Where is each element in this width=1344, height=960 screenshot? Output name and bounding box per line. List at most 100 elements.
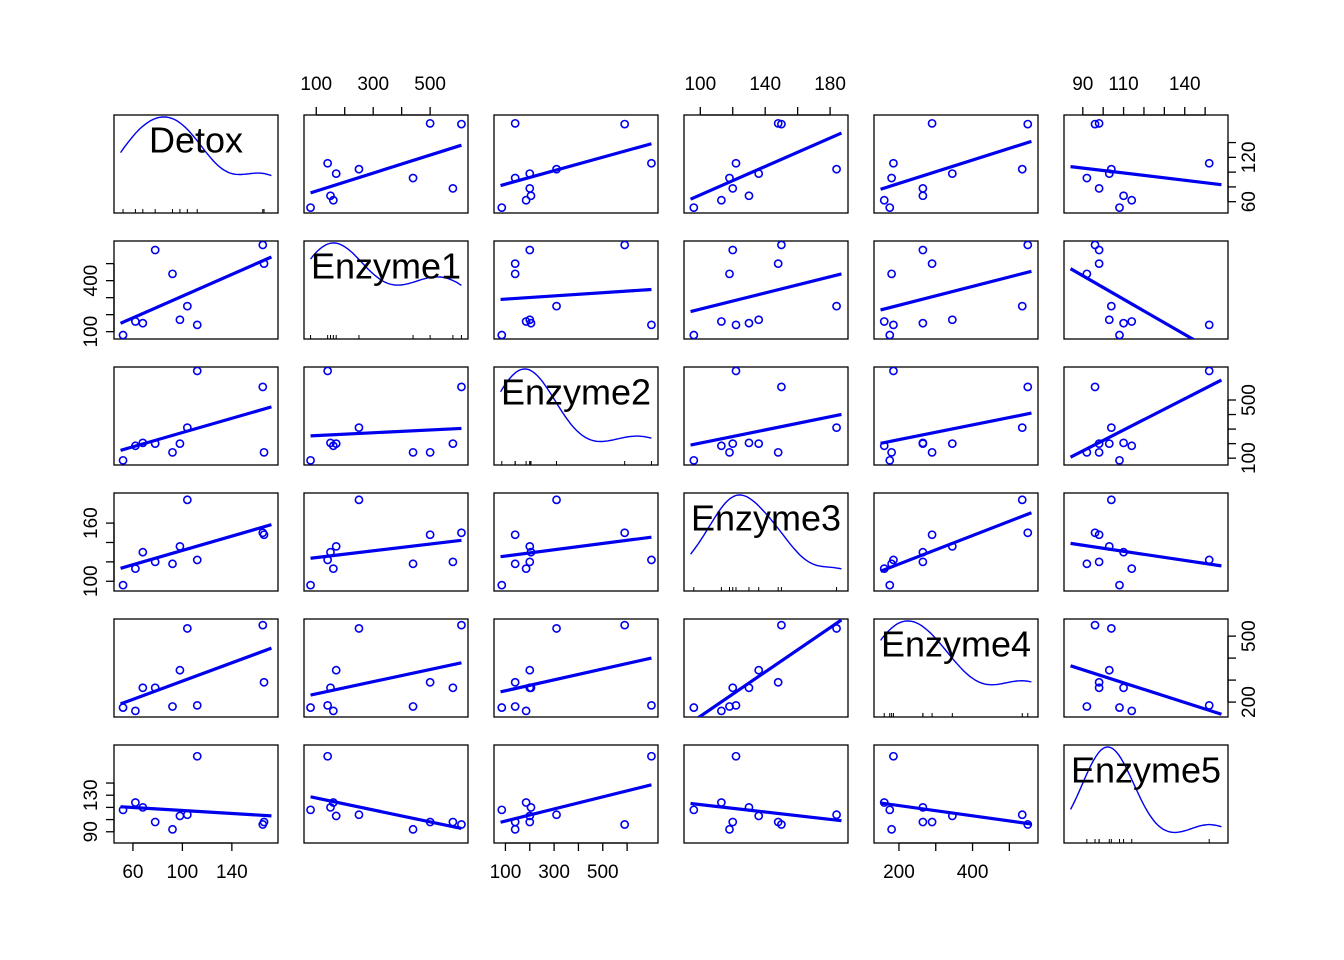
data-point [689, 203, 699, 213]
fit-line [1069, 378, 1223, 459]
tick-label: 300 [357, 74, 389, 95]
panel-Enzyme5-Enzyme5: Enzyme5 [1063, 744, 1229, 844]
panel-Enzyme5-Detox [113, 744, 279, 844]
data-point [175, 315, 185, 325]
panel-Enzyme3-Detox [113, 492, 279, 592]
data-point [754, 811, 764, 821]
panel-frame [303, 366, 469, 466]
data-point [131, 798, 140, 807]
data-point [744, 683, 754, 693]
panel-frame [303, 618, 469, 718]
data-point [947, 541, 957, 551]
data-point [754, 665, 764, 675]
data-point [497, 203, 507, 213]
data-point [331, 665, 341, 675]
data-point [175, 665, 185, 675]
data-point [744, 318, 754, 328]
tick-label: 130 [81, 779, 102, 811]
data-point [525, 541, 535, 551]
data-point [728, 245, 738, 255]
data-point [1082, 447, 1092, 457]
data-point [927, 530, 937, 540]
data-point [647, 751, 656, 761]
data-point [425, 118, 435, 128]
panel-frame [1063, 366, 1229, 466]
data-point [323, 700, 333, 710]
data-point [326, 803, 335, 812]
data-point [744, 803, 754, 812]
data-point [258, 620, 268, 630]
data-point [510, 824, 520, 834]
panel-Enzyme2-Enzyme1 [303, 366, 469, 466]
data-point [510, 677, 520, 687]
data-point [647, 700, 656, 710]
fit-line [690, 801, 842, 823]
data-point [1017, 301, 1027, 311]
panel-Detox-Enzyme3 [683, 114, 849, 214]
data-point [832, 624, 841, 633]
data-point [138, 547, 148, 557]
data-point [773, 817, 783, 827]
tick-label: 100 [684, 74, 716, 95]
fit-line [310, 795, 462, 831]
panel-frame [113, 492, 279, 592]
fit-line [310, 661, 462, 697]
panel-Enzyme1-Enzyme3 [683, 240, 849, 340]
panel-Detox-Detox: Detox [113, 114, 279, 214]
fit-line [120, 405, 272, 452]
data-point [182, 301, 192, 311]
data-point [754, 439, 764, 449]
data-point [918, 191, 928, 201]
panel-frame [303, 492, 469, 592]
data-point [689, 330, 699, 339]
data-point [716, 798, 726, 807]
data-point [328, 564, 338, 574]
variable-label-Enzyme4: Enzyme4 [881, 624, 1031, 665]
variable-label-Detox: Detox [149, 120, 243, 161]
data-point [728, 817, 738, 827]
data-point [1090, 119, 1100, 129]
data-point [182, 624, 192, 633]
panel-Enzyme1-Enzyme2 [493, 240, 659, 340]
data-point [510, 118, 520, 128]
data-point [731, 700, 741, 710]
top-axis-Enzyme5: 90 110 140 [1072, 74, 1206, 116]
data-point [1023, 528, 1033, 538]
fit-line [500, 535, 652, 559]
data-point [927, 817, 937, 827]
data-point [879, 564, 889, 574]
top-axis-Enzyme3: 100 140 180 [684, 74, 846, 116]
data-point [728, 439, 738, 449]
data-point [832, 423, 841, 433]
panel-Enzyme2-Detox [113, 366, 279, 466]
data-point [647, 555, 656, 565]
data-point [1090, 382, 1100, 392]
data-point [1119, 438, 1128, 448]
data-point [526, 191, 536, 201]
data-point [1082, 559, 1092, 569]
data-point [918, 817, 928, 827]
data-point [150, 557, 160, 567]
data-point [725, 447, 734, 457]
data-point [918, 318, 928, 328]
fit-line [1070, 664, 1222, 716]
data-point [521, 564, 531, 574]
fit-line [500, 142, 652, 188]
fit-line [120, 646, 272, 706]
data-point [510, 269, 520, 279]
data-point [354, 495, 364, 505]
tick-label: 100 [167, 862, 199, 883]
data-point [331, 811, 341, 821]
tick-label: 90 [81, 821, 102, 842]
data-point [118, 455, 128, 465]
tick-label: 100 [81, 565, 102, 597]
data-point [887, 447, 896, 457]
data-point [689, 703, 699, 712]
data-point [259, 677, 269, 687]
data-point [689, 805, 699, 815]
panel-frame [873, 492, 1039, 592]
data-point [118, 703, 128, 712]
data-point [259, 530, 269, 540]
panel-frame [873, 114, 1039, 214]
data-point [525, 315, 535, 325]
